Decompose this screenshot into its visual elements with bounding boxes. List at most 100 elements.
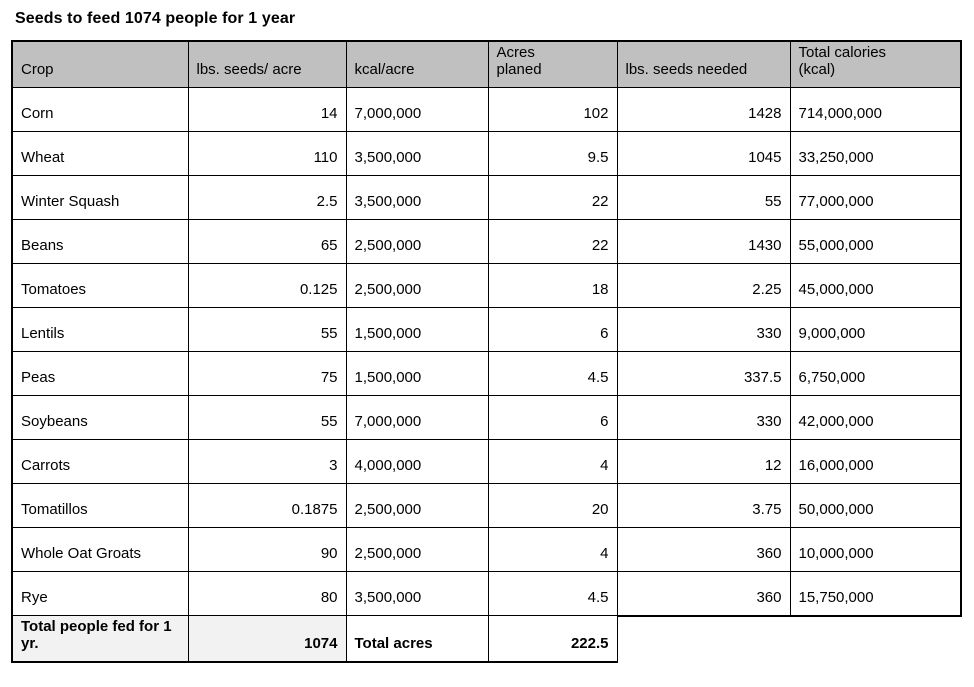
acres-planed-cell: 6 xyxy=(487,395,618,440)
total-calories-cell: 9,000,000 xyxy=(789,307,962,352)
crop-cell: Soybeans xyxy=(11,395,189,440)
kcal-per-acre-cell: 4,000,000 xyxy=(345,439,489,484)
kcal-per-acre-cell: 1,500,000 xyxy=(345,351,489,396)
page-title: Seeds to feed 1074 people for 1 year xyxy=(15,10,296,27)
table-row: Winter Squash 2.5 3,500,000 22 55 77,000… xyxy=(11,175,962,220)
lbs-seeds-needed-cell: 2.25 xyxy=(616,263,791,308)
total-people-fed-label: Total people fed for 1 yr. xyxy=(11,615,189,663)
table-row: Tomatillos 0.1875 2,500,000 20 3.75 50,0… xyxy=(11,483,962,528)
total-calories-cell: 42,000,000 xyxy=(789,395,962,440)
crop-cell: Corn xyxy=(11,87,189,132)
total-calories-cell: 50,000,000 xyxy=(789,483,962,528)
acres-planed-cell: 22 xyxy=(487,219,618,264)
lbs-seeds-needed-cell: 1428 xyxy=(616,87,791,132)
total-acres-value: 222.5 xyxy=(487,615,618,663)
crop-cell: Rye xyxy=(11,571,189,616)
acres-planed-cell: 4 xyxy=(487,439,618,484)
table-row: Carrots 3 4,000,000 4 12 16,000,000 xyxy=(11,439,962,484)
column-header-acres-planed: Acres planed xyxy=(487,40,618,88)
total-acres-label: Total acres xyxy=(345,615,489,663)
lbs-seeds-per-acre-cell: 55 xyxy=(187,307,347,352)
total-calories-cell: 714,000,000 xyxy=(789,87,962,132)
total-calories-cell: 55,000,000 xyxy=(789,219,962,264)
lbs-seeds-per-acre-cell: 110 xyxy=(187,131,347,176)
acres-planed-cell: 18 xyxy=(487,263,618,308)
lbs-seeds-per-acre-cell: 14 xyxy=(187,87,347,132)
empty-cell xyxy=(790,616,961,663)
crop-cell: Winter Squash xyxy=(11,175,189,220)
kcal-per-acre-cell: 2,500,000 xyxy=(345,263,489,308)
lbs-seeds-per-acre-cell: 0.125 xyxy=(187,263,347,308)
acres-planed-cell: 6 xyxy=(487,307,618,352)
kcal-per-acre-cell: 7,000,000 xyxy=(345,87,489,132)
acres-planed-cell: 4 xyxy=(487,527,618,572)
acres-planed-cell: 102 xyxy=(487,87,618,132)
lbs-seeds-per-acre-cell: 3 xyxy=(187,439,347,484)
crop-cell: Lentils xyxy=(11,307,189,352)
column-header-kcal-per-acre: kcal/acre xyxy=(345,40,489,88)
lbs-seeds-needed-cell: 1045 xyxy=(616,131,791,176)
crop-cell: Tomatoes xyxy=(11,263,189,308)
kcal-per-acre-cell: 7,000,000 xyxy=(345,395,489,440)
kcal-per-acre-cell: 3,500,000 xyxy=(345,175,489,220)
lbs-seeds-per-acre-cell: 80 xyxy=(187,571,347,616)
column-header-lbs-seeds-needed: lbs. seeds needed xyxy=(616,40,791,88)
total-calories-cell: 77,000,000 xyxy=(789,175,962,220)
table-row: Beans 65 2,500,000 22 1430 55,000,000 xyxy=(11,219,962,264)
seeds-table: Crop lbs. seeds/ acre kcal/acre Acres pl… xyxy=(11,40,962,663)
lbs-seeds-needed-cell: 330 xyxy=(616,395,791,440)
kcal-per-acre-cell: 2,500,000 xyxy=(345,527,489,572)
crop-cell: Beans xyxy=(11,219,189,264)
total-calories-cell: 33,250,000 xyxy=(789,131,962,176)
kcal-per-acre-cell: 1,500,000 xyxy=(345,307,489,352)
table-row: Corn 14 7,000,000 102 1428 714,000,000 xyxy=(11,87,962,132)
table-body: Corn 14 7,000,000 102 1428 714,000,000 W… xyxy=(11,87,962,617)
lbs-seeds-per-acre-cell: 75 xyxy=(187,351,347,396)
column-header-total-calories: Total calories (kcal) xyxy=(789,40,962,88)
total-calories-cell: 16,000,000 xyxy=(789,439,962,484)
table-row: Peas 75 1,500,000 4.5 337.5 6,750,000 xyxy=(11,351,962,396)
lbs-seeds-needed-cell: 55 xyxy=(616,175,791,220)
crop-cell: Tomatillos xyxy=(11,483,189,528)
table-footer: Total people fed for 1 yr. 1074 Total ac… xyxy=(11,615,961,663)
total-calories-cell: 15,750,000 xyxy=(789,571,962,617)
table-row: Wheat 110 3,500,000 9.5 1045 33,250,000 xyxy=(11,131,962,176)
lbs-seeds-per-acre-cell: 55 xyxy=(187,395,347,440)
column-header-crop: Crop xyxy=(11,40,189,88)
header-row: Crop lbs. seeds/ acre kcal/acre Acres pl… xyxy=(11,40,962,88)
table-row: Rye 80 3,500,000 4.5 360 15,750,000 xyxy=(11,571,962,617)
table-header: Crop lbs. seeds/ acre kcal/acre Acres pl… xyxy=(11,40,962,88)
table-row: Lentils 55 1,500,000 6 330 9,000,000 xyxy=(11,307,962,352)
lbs-seeds-per-acre-cell: 0.1875 xyxy=(187,483,347,528)
total-people-fed-value: 1074 xyxy=(187,615,347,663)
acres-planed-cell: 22 xyxy=(487,175,618,220)
lbs-seeds-needed-cell: 12 xyxy=(616,439,791,484)
total-calories-cell: 10,000,000 xyxy=(789,527,962,572)
column-header-lbs-seeds-per-acre: lbs. seeds/ acre xyxy=(187,40,347,88)
kcal-per-acre-cell: 3,500,000 xyxy=(345,571,489,616)
crop-cell: Peas xyxy=(11,351,189,396)
lbs-seeds-needed-cell: 1430 xyxy=(616,219,791,264)
crop-cell: Wheat xyxy=(11,131,189,176)
lbs-seeds-per-acre-cell: 65 xyxy=(187,219,347,264)
crop-cell: Carrots xyxy=(11,439,189,484)
acres-planed-cell: 9.5 xyxy=(487,131,618,176)
table-row: Soybeans 55 7,000,000 6 330 42,000,000 xyxy=(11,395,962,440)
lbs-seeds-needed-cell: 3.75 xyxy=(616,483,791,528)
acres-planed-cell: 4.5 xyxy=(487,351,618,396)
lbs-seeds-per-acre-cell: 90 xyxy=(187,527,347,572)
acres-planed-cell: 20 xyxy=(487,483,618,528)
lbs-seeds-needed-cell: 360 xyxy=(616,527,791,572)
lbs-seeds-needed-cell: 330 xyxy=(616,307,791,352)
table-row: Whole Oat Groats 90 2,500,000 4 360 10,0… xyxy=(11,527,962,572)
lbs-seeds-needed-cell: 337.5 xyxy=(616,351,791,396)
acres-planed-cell: 4.5 xyxy=(487,571,618,616)
total-calories-cell: 45,000,000 xyxy=(789,263,962,308)
kcal-per-acre-cell: 3,500,000 xyxy=(345,131,489,176)
table-row: Tomatoes 0.125 2,500,000 18 2.25 45,000,… xyxy=(11,263,962,308)
crop-cell: Whole Oat Groats xyxy=(11,527,189,572)
lbs-seeds-per-acre-cell: 2.5 xyxy=(187,175,347,220)
empty-cell xyxy=(617,616,790,663)
totals-row: Total people fed for 1 yr. 1074 Total ac… xyxy=(11,615,961,663)
lbs-seeds-needed-cell: 360 xyxy=(616,571,791,617)
